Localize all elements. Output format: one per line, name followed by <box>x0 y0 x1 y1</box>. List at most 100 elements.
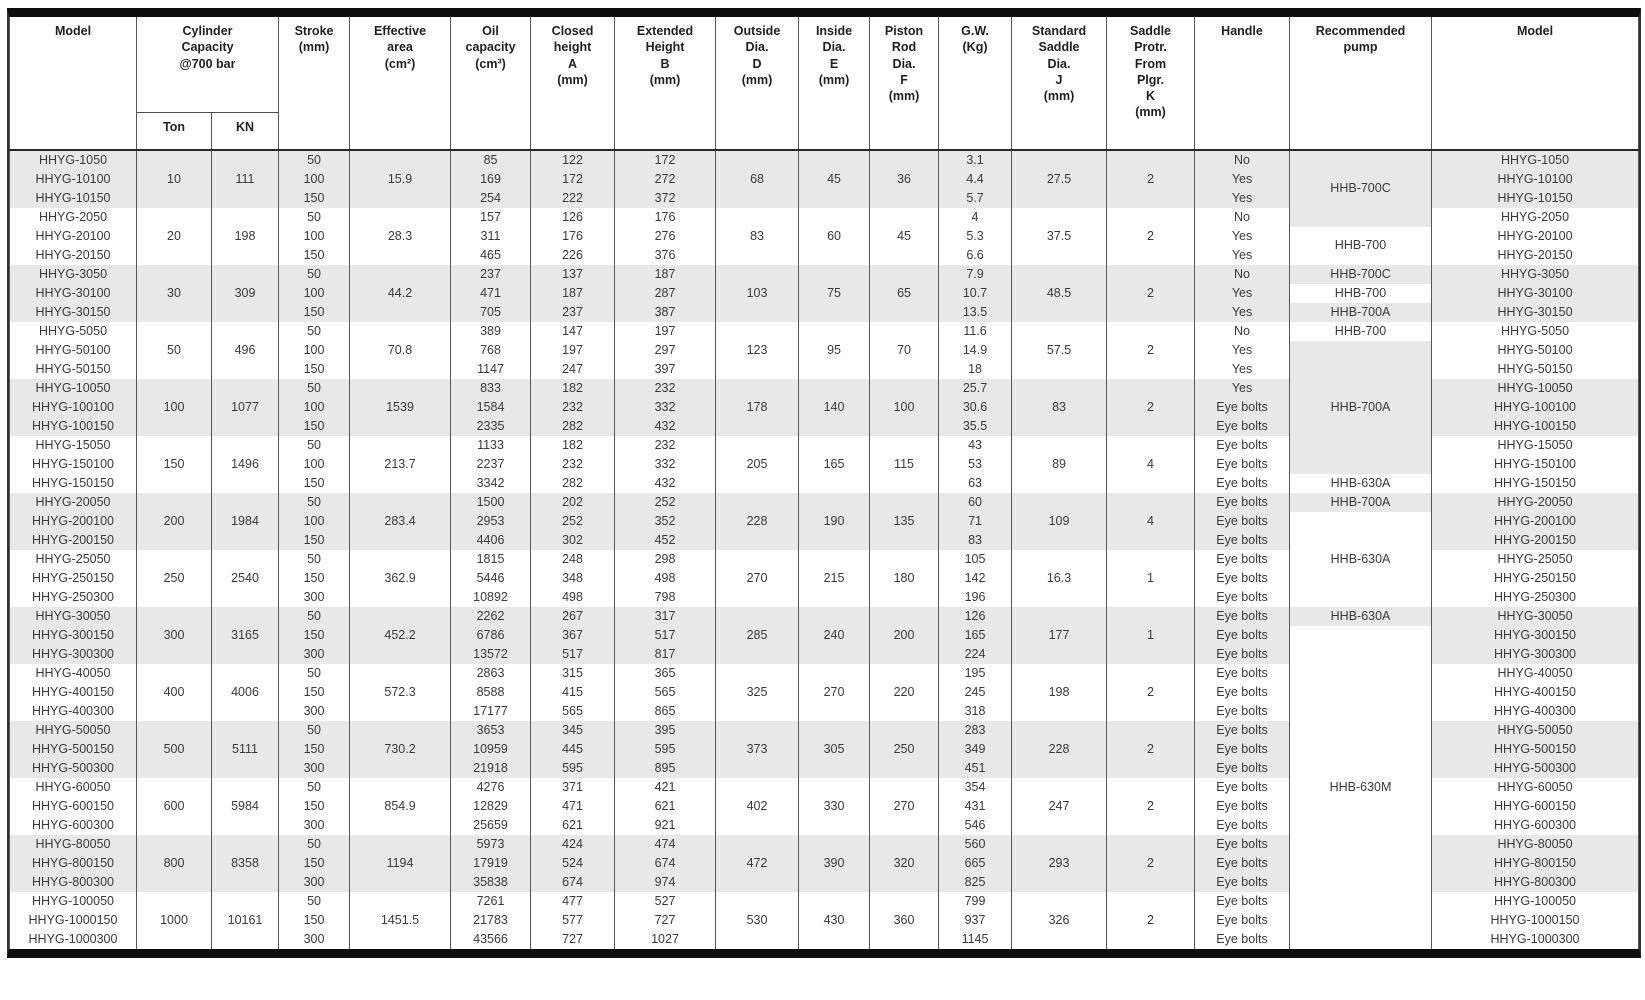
ton-cell: 300 <box>136 607 212 664</box>
handle-cell: Eye bolts <box>1194 607 1291 626</box>
kn-cell: 309 <box>210 265 280 322</box>
pump-cell: HHB-700A <box>1289 303 1433 322</box>
model-cell: HHYG-2050 <box>9 208 137 227</box>
effective-area-cell: 452.2 <box>349 607 452 664</box>
model-cell: HHYG-50050 <box>9 721 137 740</box>
model-cell: HHYG-600300 <box>9 816 137 835</box>
handle-cell: Eye bolts <box>1194 778 1291 797</box>
oil-capacity-cell: 85 <box>450 150 532 170</box>
handle-cell: Eye bolts <box>1194 645 1291 664</box>
model-repeat-cell: HHYG-800300 <box>1431 873 1640 892</box>
saddle-dia-cell: 177 <box>1011 607 1108 664</box>
header-closed-height: Closed height A (mm) <box>530 17 616 150</box>
inside-dia-cell: 305 <box>798 721 871 778</box>
model-repeat-cell: HHYG-1000300 <box>1431 930 1640 949</box>
outside-dia-cell: 472 <box>715 835 800 892</box>
saddle-protrusion-cell: 1 <box>1106 607 1196 664</box>
model-repeat-cell: HHYG-25050 <box>1431 550 1640 569</box>
extended-height-cell: 498 <box>614 569 717 588</box>
handle-cell: Eye bolts <box>1194 531 1291 550</box>
ton-cell: 400 <box>136 664 212 721</box>
pump-cell: HHB-630M <box>1289 626 1433 949</box>
saddle-protrusion-cell: 2 <box>1106 379 1196 436</box>
handle-cell: Yes <box>1194 360 1291 379</box>
effective-area-cell: 44.2 <box>349 265 452 322</box>
table-row: HHYG-20100 100 311 176 276 5.3 Yes HHB-700 HHYG-… <box>9 227 1640 265</box>
model-repeat-cell: HHYG-200100 <box>1431 512 1640 531</box>
model-repeat-cell: HHYG-10100 <box>1431 170 1640 189</box>
handle-cell: Eye bolts <box>1194 911 1291 930</box>
model-cell: HHYG-30150 <box>9 303 137 322</box>
header-piston-rod-dia: Piston Rod Dia. F (mm) <box>869 17 940 150</box>
inside-dia-cell: 165 <box>798 436 871 493</box>
ton-cell: 10 <box>136 150 212 208</box>
table-row: HHYG-600300 300 25659 621 921 546 Eye bolts HHY… <box>9 816 1640 835</box>
model-repeat-cell: HHYG-800150 <box>1431 854 1640 873</box>
model-cell: HHYG-10100 <box>9 170 137 189</box>
table-row: HHYG-60050 600 5984 50 854.9 4276 371 421 402 330… <box>9 778 1640 835</box>
oil-capacity-cell: 8588 <box>450 683 532 702</box>
oil-capacity-cell: 1584 <box>450 398 532 417</box>
closed-height-cell: 147 <box>530 322 616 341</box>
closed-height-cell: 415 <box>530 683 616 702</box>
stroke-cell: 100 <box>278 512 351 531</box>
model-cell: HHYG-500300 <box>9 759 137 778</box>
gw-cell: 4.4 <box>938 170 1013 189</box>
extended-height-cell: 727 <box>614 911 717 930</box>
extended-height-cell: 332 <box>614 398 717 417</box>
saddle-dia-cell: 27.5 <box>1011 150 1108 208</box>
ton-cell: 20 <box>136 208 212 265</box>
model-repeat-cell: HHYG-30100 <box>1431 284 1640 303</box>
closed-height-cell: 727 <box>530 930 616 949</box>
model-cell: HHYG-40050 <box>9 664 137 683</box>
extended-height-cell: 397 <box>614 360 717 379</box>
extended-height-cell: 187 <box>614 265 717 284</box>
extended-height-cell: 317 <box>614 607 717 626</box>
pump-cell: HHB-700 <box>1289 322 1433 341</box>
piston-rod-dia-cell: 135 <box>869 493 940 550</box>
saddle-protrusion-cell: 2 <box>1106 208 1196 265</box>
outside-dia-cell: 205 <box>715 436 800 493</box>
stroke-cell: 150 <box>278 911 351 930</box>
gw-cell: 245 <box>938 683 1013 702</box>
saddle-protrusion-cell: 2 <box>1106 265 1196 322</box>
model-cell: HHYG-20100 <box>9 227 137 246</box>
gw-cell: 71 <box>938 512 1013 531</box>
stroke-cell: 150 <box>278 246 351 265</box>
closed-height-cell: 202 <box>530 493 616 512</box>
stroke-cell: 100 <box>278 284 351 303</box>
inside-dia-cell: 240 <box>798 607 871 664</box>
gw-cell: 63 <box>938 474 1013 493</box>
stroke-cell: 50 <box>278 778 351 797</box>
saddle-protrusion-cell: 2 <box>1106 892 1196 949</box>
cylinder-spec-table-frame: Model Cylinder Capacity @700 bar Stroke … <box>7 8 1642 958</box>
handle-cell: Eye bolts <box>1194 930 1291 949</box>
oil-capacity-cell: 10959 <box>450 740 532 759</box>
model-cell: HHYG-600150 <box>9 797 137 816</box>
stroke-cell: 300 <box>278 588 351 607</box>
extended-height-cell: 332 <box>614 455 717 474</box>
extended-height-cell: 421 <box>614 778 717 797</box>
stroke-cell: 50 <box>278 550 351 569</box>
model-repeat-cell: HHYG-1000150 <box>1431 911 1640 930</box>
model-cell: HHYG-800300 <box>9 873 137 892</box>
closed-height-cell: 226 <box>530 246 616 265</box>
model-cell: HHYG-5050 <box>9 322 137 341</box>
model-cell: HHYG-200150 <box>9 531 137 550</box>
extended-height-cell: 817 <box>614 645 717 664</box>
closed-height-cell: 232 <box>530 455 616 474</box>
stroke-cell: 50 <box>278 436 351 455</box>
ton-cell: 1000 <box>136 892 212 949</box>
saddle-protrusion-cell: 2 <box>1106 150 1196 208</box>
saddle-dia-cell: 326 <box>1011 892 1108 949</box>
closed-height-cell: 248 <box>530 550 616 569</box>
model-cell: HHYG-10150 <box>9 189 137 208</box>
closed-height-cell: 252 <box>530 512 616 531</box>
model-cell: HHYG-80050 <box>9 835 137 854</box>
model-repeat-cell: HHYG-30050 <box>1431 607 1640 626</box>
model-repeat-cell: HHYG-100050 <box>1431 892 1640 911</box>
gw-cell: 4 <box>938 208 1013 227</box>
effective-area-cell: 572.3 <box>349 664 452 721</box>
extended-height-cell: 252 <box>614 493 717 512</box>
table-row: HHYG-10050 100 1077 50 1539 833 182 232 178 140 10… <box>9 379 1640 436</box>
